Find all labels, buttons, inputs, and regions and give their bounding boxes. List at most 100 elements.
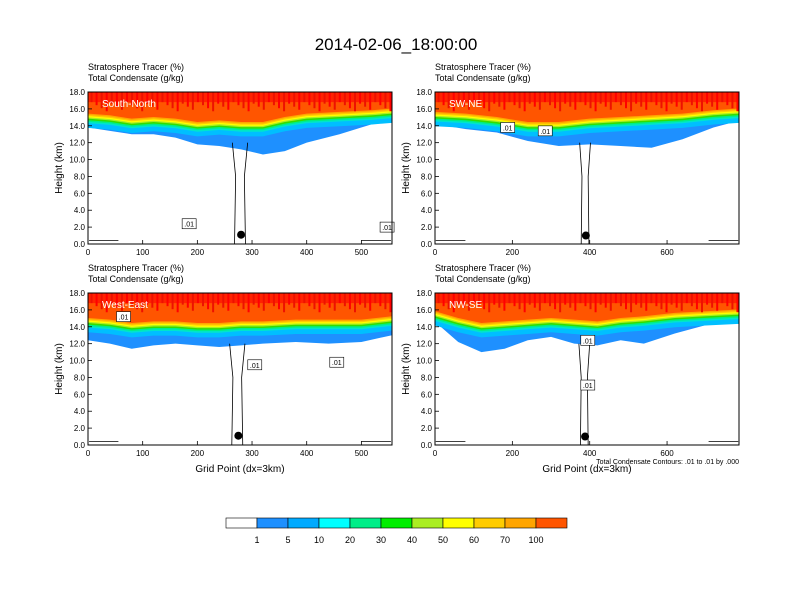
tracer-streak bbox=[599, 92, 602, 104]
tracer-streak bbox=[95, 293, 98, 307]
y-axis-label: Height (km) bbox=[54, 142, 65, 194]
tracer-streak bbox=[554, 293, 557, 310]
panel-label: SW-NE bbox=[449, 99, 482, 110]
tracer-streak bbox=[171, 92, 174, 109]
tracer-streak bbox=[298, 92, 301, 110]
tracer-streak bbox=[120, 92, 123, 110]
contour-label-box bbox=[181, 218, 197, 230]
tracer-streak bbox=[716, 92, 719, 110]
tracer-streak bbox=[227, 92, 230, 110]
tracer-streak bbox=[660, 92, 663, 109]
tracer-streak bbox=[293, 293, 296, 308]
tracer-streak bbox=[126, 92, 128, 103]
tracer-streak bbox=[528, 293, 531, 305]
colorbar-swatch bbox=[504, 517, 537, 529]
plot-frame bbox=[87, 91, 393, 245]
tracer-streak bbox=[584, 92, 587, 106]
tracer-streak bbox=[675, 293, 678, 308]
tracer-streak bbox=[564, 92, 567, 104]
tracer-band-top bbox=[435, 92, 739, 103]
tracer-streak bbox=[379, 293, 382, 307]
tracer-streak bbox=[141, 293, 144, 313]
tracer-streak bbox=[442, 293, 445, 307]
contour-label: .01 bbox=[119, 315, 129, 322]
tracer-streak bbox=[227, 293, 230, 311]
tracer-streak bbox=[374, 293, 377, 304]
location-marker bbox=[581, 432, 590, 441]
tracer-band-top bbox=[88, 92, 392, 103]
panel-sw-ne: .01 .01 0.0 2.0 4.0 6.0 8.0 10.0 12.0 14.0 16.0 18.… bbox=[401, 62, 740, 257]
tracer-streak bbox=[452, 92, 455, 112]
tracer-streak bbox=[462, 293, 465, 308]
tracer-streak bbox=[716, 293, 719, 311]
tracer-streak bbox=[614, 92, 617, 103]
tracer-streak bbox=[478, 92, 481, 106]
colorbar-label: 5 bbox=[285, 535, 290, 545]
tracer-streak bbox=[498, 92, 501, 107]
tracer-fill bbox=[435, 293, 739, 353]
tracer-streak bbox=[614, 293, 617, 304]
tracer-streak bbox=[343, 293, 346, 307]
y-axis-label: Height (km) bbox=[401, 142, 412, 194]
tracer-streak bbox=[186, 92, 189, 107]
tracer-streak bbox=[348, 293, 351, 310]
tracer-streak bbox=[303, 92, 306, 103]
tracer-streak bbox=[283, 92, 286, 112]
contour-label: .01 bbox=[540, 129, 550, 136]
tracer-streak bbox=[166, 92, 169, 106]
contour-label-box bbox=[500, 122, 516, 133]
condensate-contour bbox=[578, 343, 591, 445]
x-tick-label: 0 bbox=[433, 449, 438, 458]
tracer-streak bbox=[457, 293, 460, 305]
tracer-streak bbox=[736, 293, 739, 313]
contour-label-box bbox=[379, 221, 395, 233]
colorbar: 1 5 10 20 30 40 50 60 70 100 bbox=[225, 517, 568, 545]
tracer-streak bbox=[262, 92, 265, 110]
tracer-streak bbox=[640, 293, 643, 308]
tracer-streak bbox=[574, 92, 577, 110]
y-tick-label: 2.0 bbox=[421, 424, 433, 433]
panel-title-line-2: Total Condensate (g/kg) bbox=[435, 73, 531, 83]
y-tick-label: 18.0 bbox=[69, 88, 85, 97]
contour-label: .01 bbox=[503, 125, 513, 132]
tracer-streak bbox=[488, 92, 491, 112]
y-axis-label: Height (km) bbox=[54, 343, 65, 395]
tracer-streak bbox=[354, 92, 356, 112]
tracer-streak bbox=[136, 92, 139, 109]
tracer-fill bbox=[88, 92, 392, 155]
tracer-streak bbox=[105, 293, 108, 313]
y-tick-label: 0.0 bbox=[421, 441, 433, 450]
tracer-streak bbox=[267, 92, 270, 103]
tracer-streak bbox=[513, 92, 516, 106]
colorbar-label: 50 bbox=[438, 535, 448, 545]
x-tick-label: 0 bbox=[86, 248, 91, 257]
tracer-streak bbox=[604, 92, 607, 107]
condensate-contours bbox=[435, 343, 739, 445]
tracer-streak bbox=[462, 92, 465, 107]
x-tick-label: 500 bbox=[355, 248, 369, 257]
tracer-streak bbox=[288, 92, 291, 104]
tracer-streak bbox=[640, 92, 643, 107]
tracer-streak bbox=[543, 293, 546, 304]
colorbar-label: 10 bbox=[314, 535, 324, 545]
tracer-streak bbox=[599, 293, 602, 305]
tracer-streak bbox=[369, 92, 372, 110]
contour-label: .01 bbox=[583, 338, 593, 345]
tracer-streak bbox=[278, 92, 280, 109]
tracer-streak bbox=[589, 293, 592, 310]
tracer-streak bbox=[685, 92, 688, 103]
y-tick-label: 6.0 bbox=[421, 390, 433, 399]
tracer-streak bbox=[503, 92, 506, 110]
contour-label: .01 bbox=[250, 363, 260, 370]
y-axis-label: Height (km) bbox=[401, 343, 412, 395]
tracer-fill bbox=[435, 92, 739, 148]
y-tick-label: 18.0 bbox=[416, 88, 432, 97]
tracer-streak bbox=[202, 92, 204, 106]
plot-frame bbox=[434, 292, 740, 446]
tracer-streak bbox=[655, 92, 658, 106]
tracer-streak bbox=[508, 293, 511, 304]
x-tick-label: 400 bbox=[583, 248, 597, 257]
colorbar-swatch bbox=[287, 517, 320, 529]
tracer-streak bbox=[156, 293, 159, 311]
tracer-streak bbox=[726, 92, 729, 106]
